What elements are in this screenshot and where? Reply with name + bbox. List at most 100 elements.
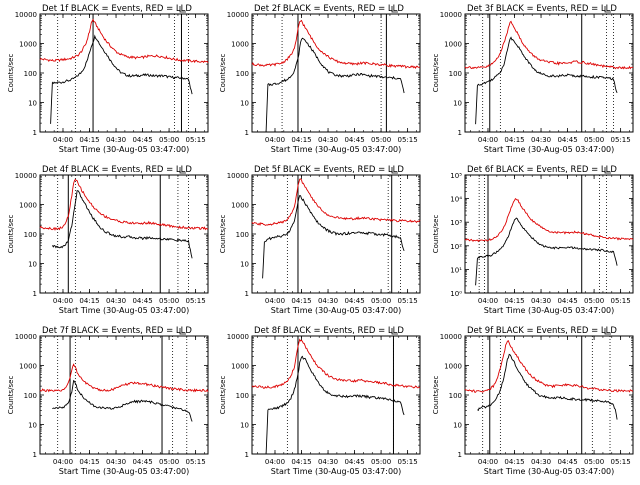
x-axis-label: Start Time (30-Aug-05 03:47:00) — [59, 145, 190, 154]
y-tick-label: 100 — [24, 70, 37, 78]
x-axis-label: Start Time (30-Aug-05 03:47:00) — [484, 145, 615, 154]
corner-marker — [391, 6, 398, 13]
y-tick-label: 10⁴ — [450, 196, 462, 204]
chart-title: Det 9f BLACK = Events, RED = LLD — [467, 326, 617, 336]
x-tick-label: 04:15 — [291, 458, 311, 466]
series-line-events — [52, 379, 193, 422]
y-tick-label: 100 — [236, 231, 249, 239]
x-tick-label: 05:15 — [398, 458, 418, 466]
y-tick-label: 1 — [33, 451, 37, 459]
x-tick-label: 04:30 — [106, 297, 126, 305]
chart-panel: Det 1f BLACK = Events, RED = LLD 1 10 100 10… — [7, 4, 209, 154]
series-line-lld — [251, 178, 421, 227]
series-line-lld — [464, 20, 634, 70]
series-line-events — [50, 34, 193, 124]
x-tick-label: 04:30 — [318, 297, 338, 305]
x-tick-label: 05:15 — [186, 136, 206, 144]
x-tick-label: 04:00 — [265, 297, 285, 305]
series-line-events — [475, 36, 618, 125]
x-tick-label: 04:30 — [106, 458, 126, 466]
chart-panel: Det 7f BLACK = Events, RED = LLD 1 10 100 10… — [7, 326, 209, 476]
x-tick-label: 05:15 — [186, 458, 206, 466]
x-tick-label: 04:15 — [79, 297, 99, 305]
x-tick-label: 05:15 — [611, 297, 631, 305]
y-tick-label: 10² — [450, 243, 462, 251]
x-axis-label: Start Time (30-Aug-05 03:47:00) — [271, 145, 402, 154]
x-tick-label: 04:45 — [132, 136, 152, 144]
x-tick-label: 04:00 — [53, 136, 73, 144]
x-tick-label: 05:00 — [159, 458, 179, 466]
y-axis-label: Counts/sec — [432, 376, 440, 415]
y-tick-label: 10 — [240, 261, 249, 269]
x-tick-label: 05:15 — [398, 297, 418, 305]
x-axis-label: Start Time (30-Aug-05 03:47:00) — [484, 306, 615, 315]
corner-marker — [179, 6, 186, 13]
x-tick-label: 04:15 — [504, 136, 524, 144]
x-tick-label: 04:15 — [504, 297, 524, 305]
y-tick-label: 1 — [245, 129, 249, 137]
x-tick-label: 04:45 — [344, 297, 364, 305]
y-tick-label: 1000 — [19, 363, 37, 371]
chart-panel: Det 3f BLACK = Events, RED = LLD 1 10 100 10… — [432, 4, 634, 154]
series-line-lld — [464, 198, 634, 243]
y-tick-label: 10 — [240, 422, 249, 430]
y-tick-label: 100 — [24, 231, 37, 239]
y-tick-label: 10 — [240, 100, 249, 108]
y-tick-label: 1000 — [231, 41, 249, 49]
x-tick-label: 04:30 — [531, 297, 551, 305]
x-axis-label: Start Time (30-Aug-05 03:47:00) — [59, 306, 190, 315]
y-tick-label: 10000 — [15, 333, 37, 341]
x-axis-label: Start Time (30-Aug-05 03:47:00) — [59, 467, 190, 476]
corner-marker — [391, 328, 398, 335]
x-tick-label: 04:45 — [344, 458, 364, 466]
x-tick-label: 05:00 — [371, 458, 391, 466]
y-tick-label: 1000 — [231, 363, 249, 371]
y-tick-label: 10³ — [450, 219, 462, 227]
x-tick-label: 04:45 — [557, 297, 577, 305]
series-line-events — [475, 217, 618, 286]
y-axis-label: Counts/sec — [7, 376, 15, 415]
y-tick-label: 1 — [458, 129, 462, 137]
x-tick-label: 04:45 — [557, 136, 577, 144]
y-tick-label: 10000 — [15, 172, 37, 180]
series-line-events — [265, 37, 405, 132]
series-line-events — [52, 190, 193, 259]
chart-title: Det 5f BLACK = Events, RED = LLD — [254, 165, 404, 175]
x-tick-label: 04:00 — [265, 136, 285, 144]
series-line-lld — [39, 178, 209, 231]
x-tick-label: 05:15 — [611, 458, 631, 466]
chart-panel: Det 5f BLACK = Events, RED = LLD 1 10 100 10… — [219, 165, 421, 315]
x-axis-label: Start Time (30-Aug-05 03:47:00) — [271, 306, 402, 315]
x-tick-label: 04:15 — [291, 297, 311, 305]
y-tick-label: 10 — [453, 100, 462, 108]
chart-panel: Det 6f BLACK = Events, RED = LLD 10⁰ 10¹ 10… — [432, 165, 634, 315]
y-tick-label: 10000 — [440, 11, 462, 19]
x-tick-label: 05:15 — [611, 136, 631, 144]
x-tick-label: 05:15 — [398, 136, 418, 144]
x-tick-label: 04:30 — [531, 136, 551, 144]
y-tick-label: 100 — [236, 392, 249, 400]
x-tick-label: 04:30 — [106, 136, 126, 144]
y-tick-label: 1000 — [19, 41, 37, 49]
x-tick-label: 05:15 — [186, 297, 206, 305]
x-tick-label: 05:00 — [159, 136, 179, 144]
y-tick-label: 1 — [33, 290, 37, 298]
series-line-events — [477, 353, 618, 420]
corner-marker — [391, 167, 398, 174]
chart-title: Det 2f BLACK = Events, RED = LLD — [254, 4, 404, 14]
x-tick-label: 05:00 — [584, 297, 604, 305]
series-line-events — [262, 194, 405, 279]
y-axis-label: Counts/sec — [219, 215, 227, 254]
y-tick-label: 10 — [28, 261, 37, 269]
chart-panel: Det 8f BLACK = Events, RED = LLD 1 10 100 10… — [219, 326, 421, 476]
series-line-lld — [39, 363, 209, 393]
x-tick-label: 04:00 — [265, 458, 285, 466]
chart-title: Det 3f BLACK = Events, RED = LLD — [467, 4, 617, 14]
y-tick-label: 10 — [28, 422, 37, 430]
y-tick-label: 100 — [24, 392, 37, 400]
series-line-lld — [251, 338, 421, 389]
x-tick-label: 04:45 — [344, 136, 364, 144]
y-tick-label: 1 — [245, 451, 249, 459]
chart-title: Det 8f BLACK = Events, RED = LLD — [254, 326, 404, 336]
